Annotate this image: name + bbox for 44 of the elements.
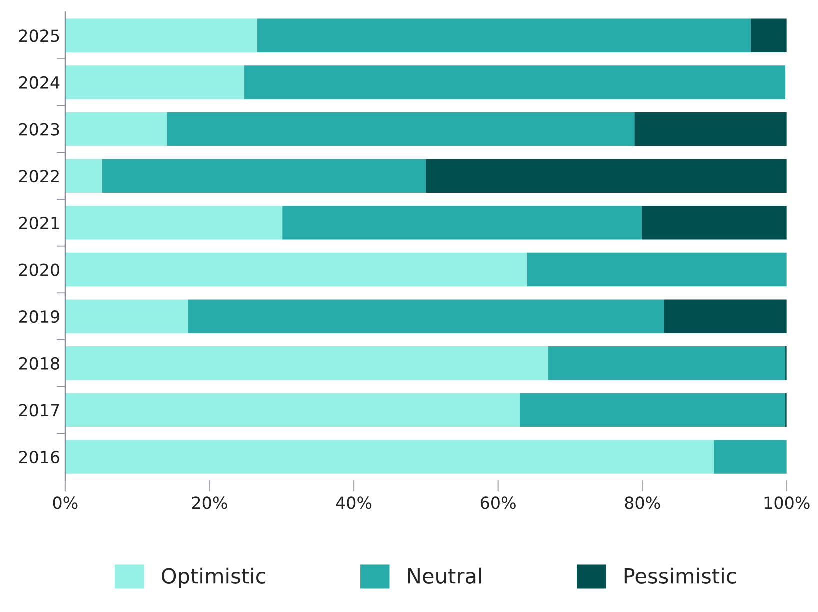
legend-label: Neutral (408, 568, 482, 584)
bar (65, 206, 283, 240)
bar (65, 112, 168, 146)
bar (664, 300, 787, 334)
x-tick-label: 80% (625, 496, 660, 510)
y-tick-label: 2018 (19, 357, 60, 370)
y-tick-label: 2025 (19, 30, 60, 42)
bar (102, 159, 426, 193)
bar (188, 300, 664, 334)
legend-label: Pessimistic (624, 568, 736, 584)
x-tick-label: 60% (480, 496, 516, 510)
bar (65, 66, 244, 100)
bar (548, 346, 786, 380)
bar (527, 252, 787, 287)
y-tick-label: 2022 (19, 170, 59, 183)
bar (65, 18, 258, 53)
bar (65, 346, 548, 380)
y-tick-label: 2019 (19, 310, 60, 324)
bar (65, 159, 102, 193)
bar (634, 112, 787, 146)
bar (167, 112, 635, 146)
bar (244, 66, 786, 100)
bar (426, 159, 787, 193)
y-tick-label: 2017 (19, 404, 60, 417)
x-tick-label: 40% (336, 496, 372, 510)
bar (750, 18, 787, 53)
x-tick-label: 0% (53, 496, 78, 510)
y-tick-label: 2023 (19, 123, 60, 136)
y-tick-label: 2021 (19, 216, 60, 230)
bar (65, 300, 188, 334)
bar (282, 206, 642, 240)
bar (65, 440, 714, 474)
bar (65, 393, 520, 428)
bar (642, 206, 787, 240)
legend-label: Optimistic (162, 568, 266, 588)
x-tick-label: 20% (192, 496, 228, 510)
bar (714, 440, 787, 474)
x-tick-label: 100% (764, 496, 810, 510)
bar (257, 18, 751, 53)
bar (65, 252, 528, 287)
y-tick-label: 2020 (19, 264, 60, 276)
bar (520, 393, 786, 428)
y-tick-label: 2016 (19, 450, 60, 464)
y-tick-label: 2024 (19, 76, 60, 90)
